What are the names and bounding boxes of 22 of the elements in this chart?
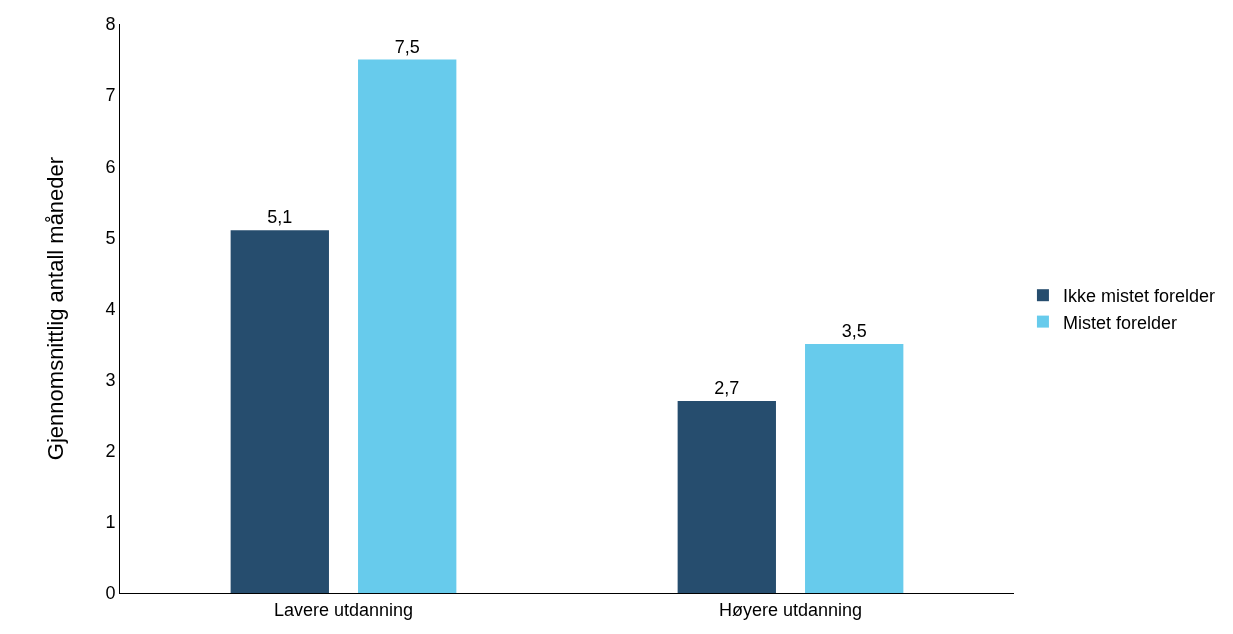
- bar: [677, 400, 776, 593]
- bar: [230, 230, 329, 593]
- y-tick-label: 8: [105, 14, 116, 35]
- bar: [358, 59, 457, 593]
- data-label: 3,5: [841, 321, 867, 342]
- y-tick-label: 6: [105, 156, 116, 177]
- data-label: 7,5: [394, 36, 420, 57]
- y-tick-label: 2: [105, 441, 116, 462]
- y-tick-label: 5: [105, 227, 116, 248]
- y-tick-label: 0: [105, 583, 116, 604]
- y-tick-label: 3: [105, 369, 116, 390]
- y-tick-label: 4: [105, 298, 116, 319]
- data-label: 5,1: [267, 207, 293, 228]
- x-tick-label: Lavere utdanning: [273, 599, 414, 620]
- legend-label: Ikke mistet forelder: [1062, 286, 1215, 307]
- y-axis-title: Gjennomsnittlig antall måneder: [43, 156, 69, 461]
- data-label: 2,7: [714, 377, 740, 398]
- y-tick-label: 7: [105, 85, 116, 106]
- bar: [805, 344, 904, 593]
- y-tick-label: 1: [105, 512, 116, 533]
- legend-label: Mistet forelder: [1062, 312, 1177, 333]
- x-tick-label: Høyere utdanning: [718, 599, 863, 620]
